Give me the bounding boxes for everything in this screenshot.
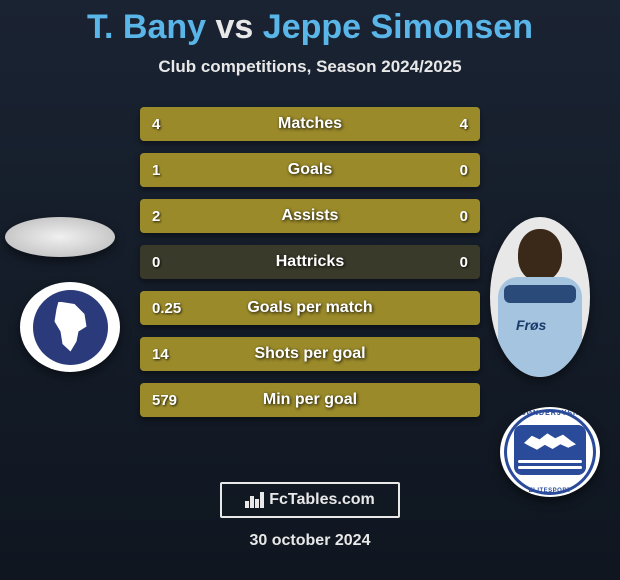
stat-label: Goals per match xyxy=(140,291,480,325)
brand-box: FcTables.com xyxy=(220,482,400,518)
subtitle: Club competitions, Season 2024/2025 xyxy=(0,57,620,77)
club2-ring-top: SØNDERJYSK xyxy=(500,410,600,417)
footer: FcTables.com 30 october 2024 xyxy=(0,482,620,550)
page-title: T. Bany vs Jeppe Simonsen xyxy=(0,0,620,47)
stat-row: 579Min per goal xyxy=(140,383,480,417)
lion-icon xyxy=(524,431,576,455)
player2-avatar: Frøs xyxy=(490,217,590,377)
jersey-sponsor: Frøs xyxy=(516,317,546,333)
player1-avatar-placeholder xyxy=(5,217,115,257)
horse-icon xyxy=(51,302,91,352)
vs-text: vs xyxy=(216,8,254,46)
stat-row: 20Assists xyxy=(140,199,480,233)
club1-badge-inner xyxy=(33,290,108,365)
brand-text: FcTables.com xyxy=(269,491,375,509)
club2-shield xyxy=(514,425,586,475)
player2-jersey: Frøs xyxy=(498,277,582,377)
player2-name: Jeppe Simonsen xyxy=(263,8,533,46)
player2-head xyxy=(518,229,562,281)
jersey-stripe xyxy=(504,285,576,303)
stat-row: 00Hattricks xyxy=(140,245,480,279)
comparison-content: Frøs SØNDERJYSK ELITESPORT 44Matches10Go… xyxy=(0,107,620,427)
stat-label: Hattricks xyxy=(140,245,480,279)
wave-icon xyxy=(518,466,582,469)
stat-row: 10Goals xyxy=(140,153,480,187)
date: 30 october 2024 xyxy=(0,532,620,550)
stat-row: 44Matches xyxy=(140,107,480,141)
stat-label: Min per goal xyxy=(140,383,480,417)
stat-label: Matches xyxy=(140,107,480,141)
stat-label: Shots per goal xyxy=(140,337,480,371)
stats-bars: 44Matches 10Goals 20Assists 00Hattricks 0.25… xyxy=(140,107,480,429)
player1-name: T. Bany xyxy=(87,8,206,46)
stat-row: 0.25Goals per match xyxy=(140,291,480,325)
wave-icon xyxy=(518,460,582,463)
club1-badge xyxy=(20,282,120,372)
stat-label: Assists xyxy=(140,199,480,233)
stat-label: Goals xyxy=(140,153,480,187)
stat-row: 14Shots per goal xyxy=(140,337,480,371)
chart-icon xyxy=(245,492,265,508)
